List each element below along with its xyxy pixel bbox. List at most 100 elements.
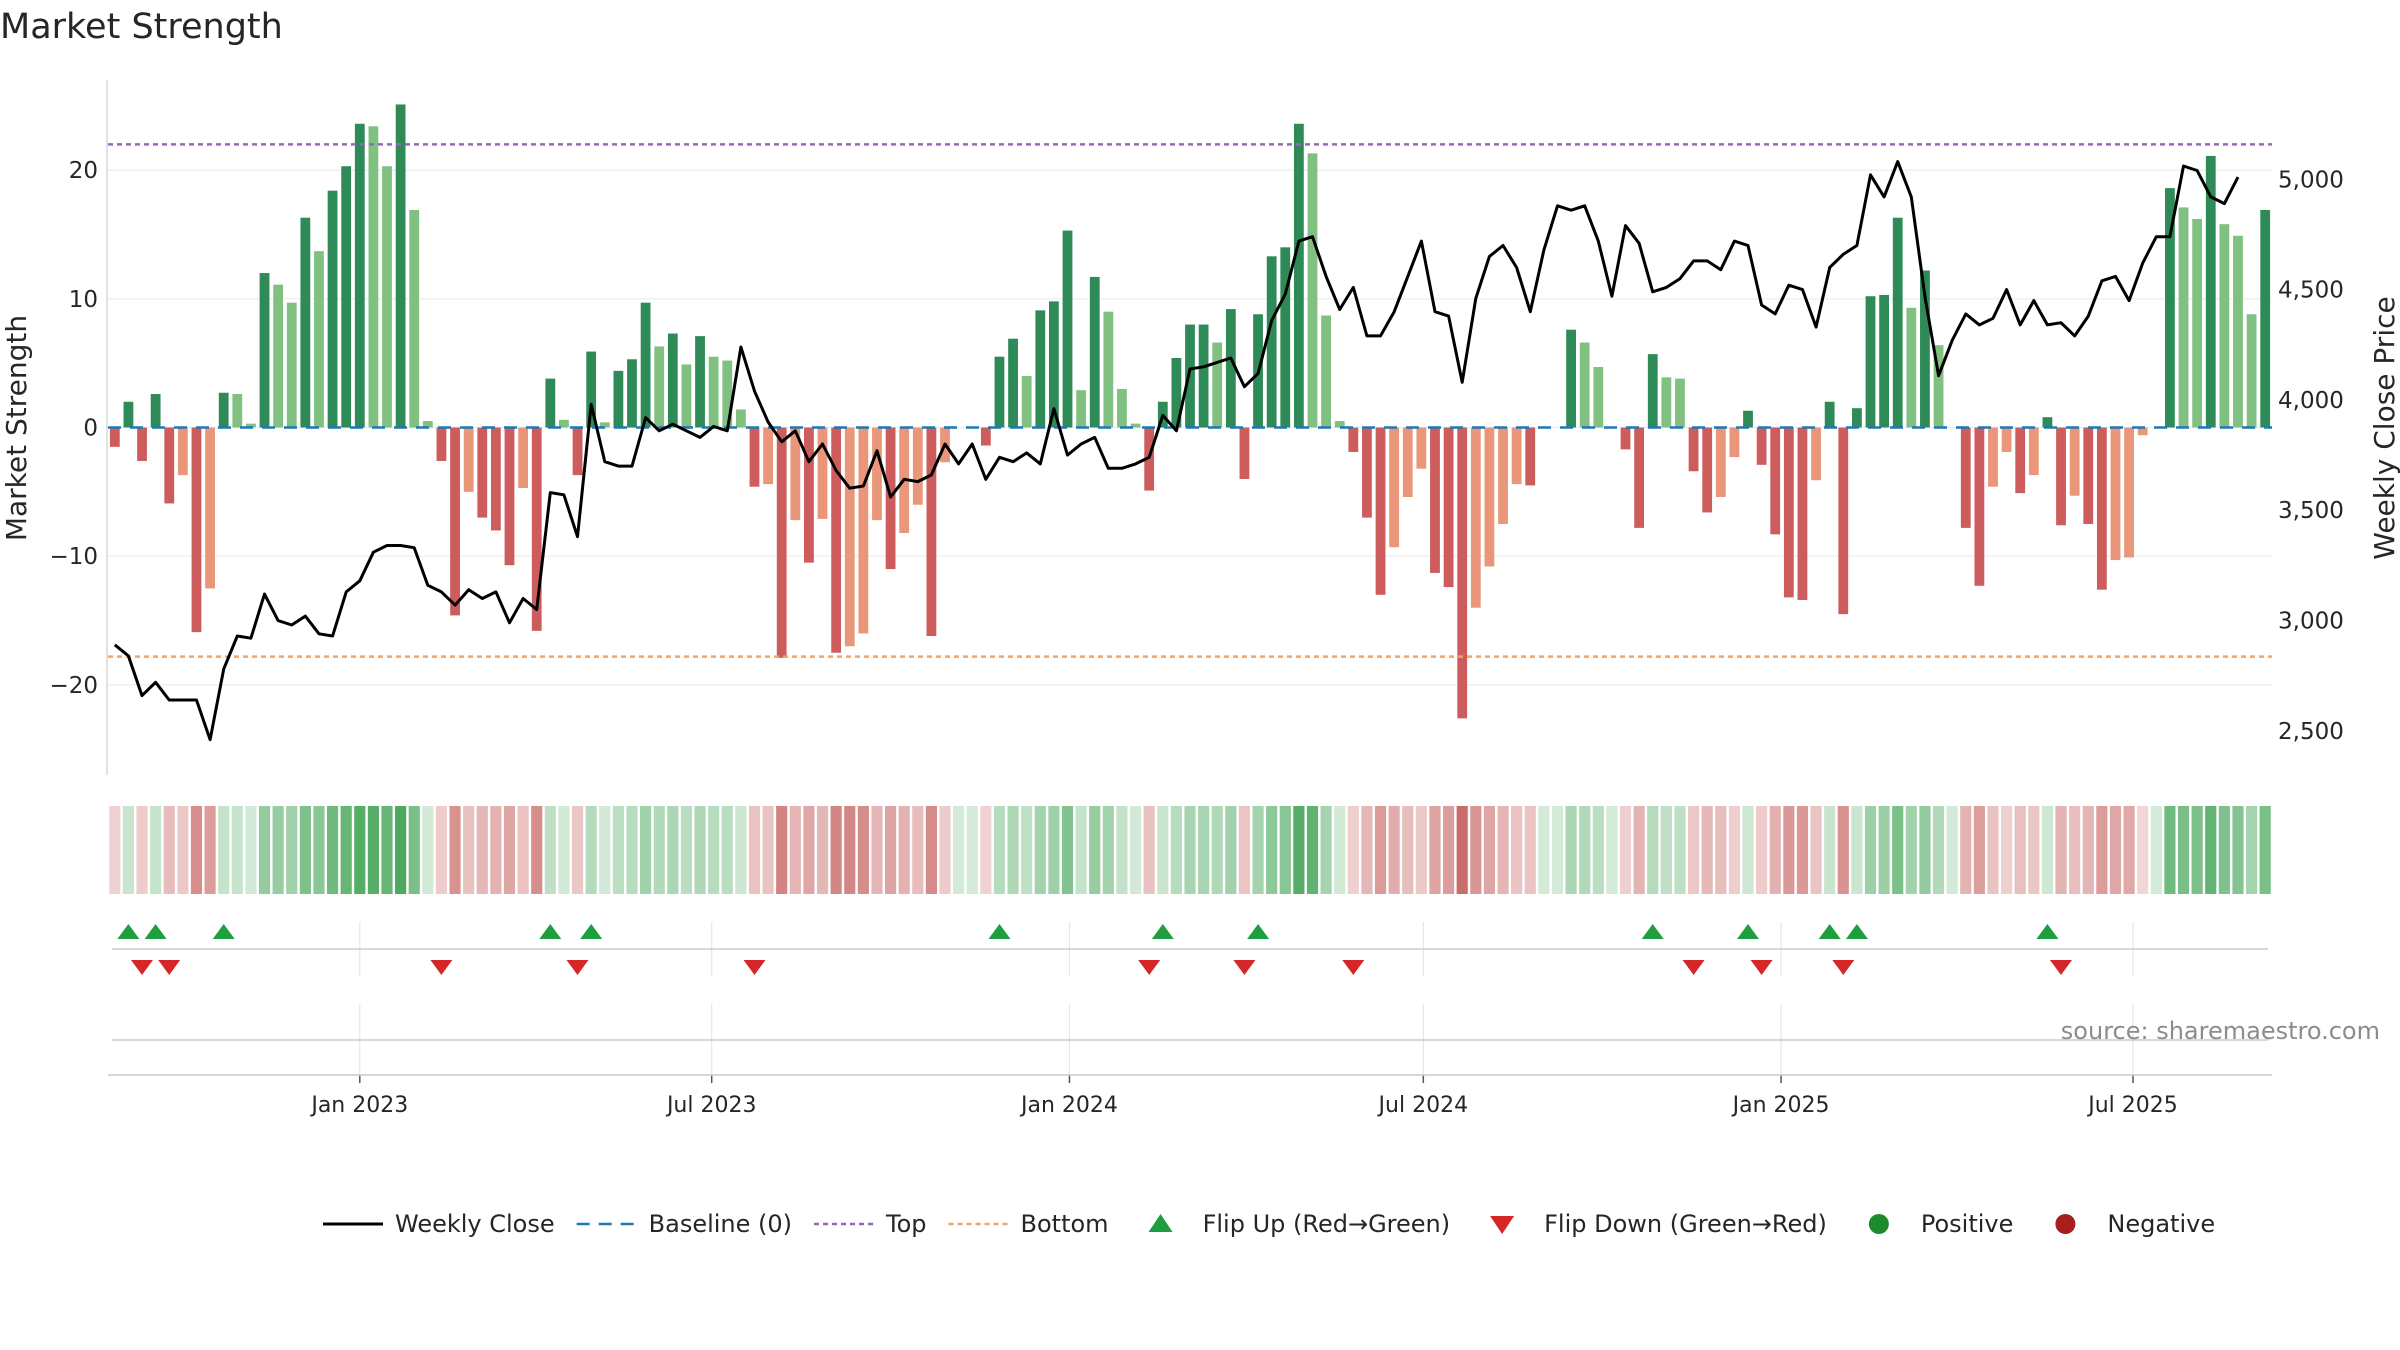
strength-heat-cell: [544, 806, 556, 894]
strength-bar: [1661, 377, 1672, 428]
strength-heat-cell: [2232, 806, 2244, 894]
strength-bar: [749, 427, 760, 487]
strength-bar: [300, 217, 311, 428]
strength-heat-cell: [1701, 806, 1713, 894]
flip-down-marker: [1832, 960, 1855, 975]
strength-bar: [1702, 427, 1713, 513]
strength-heat-cell: [1116, 806, 1128, 894]
strength-bar: [763, 427, 773, 485]
strength-bar: [1715, 427, 1726, 497]
strength-bar: [1566, 329, 1576, 428]
legend-item-bottom: Bottom: [948, 1210, 1109, 1238]
strength-bar: [109, 427, 120, 447]
strength-heat-cell: [517, 806, 529, 894]
strength-bar: [463, 427, 474, 492]
strength-bar: [1443, 427, 1454, 588]
x-tick-label: Jul 2024: [1377, 1093, 1469, 1118]
legend-swatch-flip-up: [1148, 1214, 1173, 1232]
strength-bar: [654, 346, 665, 428]
strength-heat-cell: [1089, 806, 1101, 894]
strength-heat-cell: [218, 806, 230, 894]
strength-heat-cell: [558, 806, 570, 894]
strength-heat-cell: [1769, 806, 1781, 894]
strength-bar: [1117, 388, 1127, 428]
strength-bar: [354, 123, 365, 428]
strength-bar: [1879, 294, 1890, 428]
main-panel: 20 10 0 −10 −20 5,000 4,500 4,000 3,500 3,000 2,50…: [0, 80, 2400, 775]
strength-bar: [504, 427, 515, 566]
strength-bar: [1688, 427, 1699, 472]
strength-bar: [858, 427, 869, 634]
strength-bar: [1402, 427, 1413, 497]
flip-up-marker: [539, 924, 562, 939]
strength-bar: [790, 427, 801, 521]
strength-heat-cell: [871, 806, 883, 894]
x-tick-label: Jul 2025: [2086, 1093, 2178, 1118]
legend-item-positive: Positive: [1868, 1210, 2013, 1238]
strength-bar: [2165, 188, 2175, 428]
strength-heat-cell: [354, 806, 366, 894]
strength-heat-cell: [1783, 806, 1795, 894]
strength-heat-cell: [1306, 806, 1319, 894]
strength-heat-cell: [2259, 806, 2271, 894]
strength-heat-cell: [1619, 806, 1632, 894]
strength-bar: [1988, 427, 1998, 487]
strength-bar: [831, 427, 842, 653]
legend-swatch-flip-down: [1490, 1216, 1515, 1234]
strength-heat-cell: [1347, 806, 1359, 894]
strength-heat-cell: [1946, 806, 1958, 894]
strength-bar: [531, 427, 542, 631]
strength-heat-cell: [898, 806, 910, 894]
strength-bar: [177, 427, 188, 476]
strength-heat-cell: [1415, 806, 1427, 894]
strength-heat-cell: [1225, 806, 1237, 894]
flip-down-marker: [158, 960, 181, 975]
strength-bar: [2219, 224, 2230, 428]
strength-heat-cell: [1742, 806, 1754, 894]
flip-down-marker: [1750, 960, 1773, 975]
strength-bar: [722, 360, 733, 428]
strength-heat-cell: [2069, 806, 2081, 894]
y-tick-label: −20: [49, 673, 98, 699]
strength-bar: [2069, 427, 2080, 496]
strength-bar: [1321, 315, 1331, 428]
lower-panel: Jan 2023 Jul 2023 Jan 2024 Jul 2024 Jan 2025…: [108, 1004, 2272, 1118]
strength-heat-cell: [2150, 806, 2162, 894]
strength-heat-cell: [1334, 806, 1346, 894]
strength-bar: [980, 427, 991, 446]
strength-bar: [1021, 376, 1032, 428]
strength-heat-cell: [694, 806, 706, 894]
strength-heat-cell: [2001, 806, 2013, 894]
strength-bar: [1892, 217, 1903, 428]
strength-heat-cell: [150, 806, 162, 894]
strength-bar: [477, 427, 488, 518]
strength-bar: [327, 190, 338, 428]
strength-bar: [1076, 390, 1087, 428]
strength-heat-cell: [789, 806, 801, 894]
strength-bar: [1484, 427, 1495, 567]
strength-bar: [2137, 427, 2148, 436]
strength-heat-cell: [1361, 806, 1373, 894]
strength-bar: [436, 427, 447, 461]
strength-bar: [667, 333, 678, 428]
strength-heat-cell: [2041, 806, 2054, 894]
strength-bar: [123, 401, 134, 428]
strength-heat-cell: [1456, 806, 1468, 894]
strength-heat-cell: [1293, 806, 1305, 894]
strength-bar: [1498, 427, 1508, 525]
strength-heat-cell: [1388, 806, 1400, 894]
strength-bar: [395, 104, 406, 428]
strength-heat-cell: [422, 806, 434, 894]
strength-bar: [341, 166, 352, 428]
strength-heat-cell: [1170, 806, 1182, 894]
strength-bar: [137, 427, 147, 461]
strength-heat-cell: [2246, 806, 2258, 894]
strength-heat-cell: [735, 806, 747, 894]
y2-tick-label: 4,000: [2278, 388, 2344, 414]
strength-bar: [205, 427, 215, 589]
strength-bar: [1770, 427, 1781, 535]
strength-heat-cell: [653, 806, 665, 894]
strength-heat-cell: [1429, 806, 1441, 894]
strength-bar: [1634, 427, 1645, 528]
strength-heat-cell: [912, 806, 924, 894]
